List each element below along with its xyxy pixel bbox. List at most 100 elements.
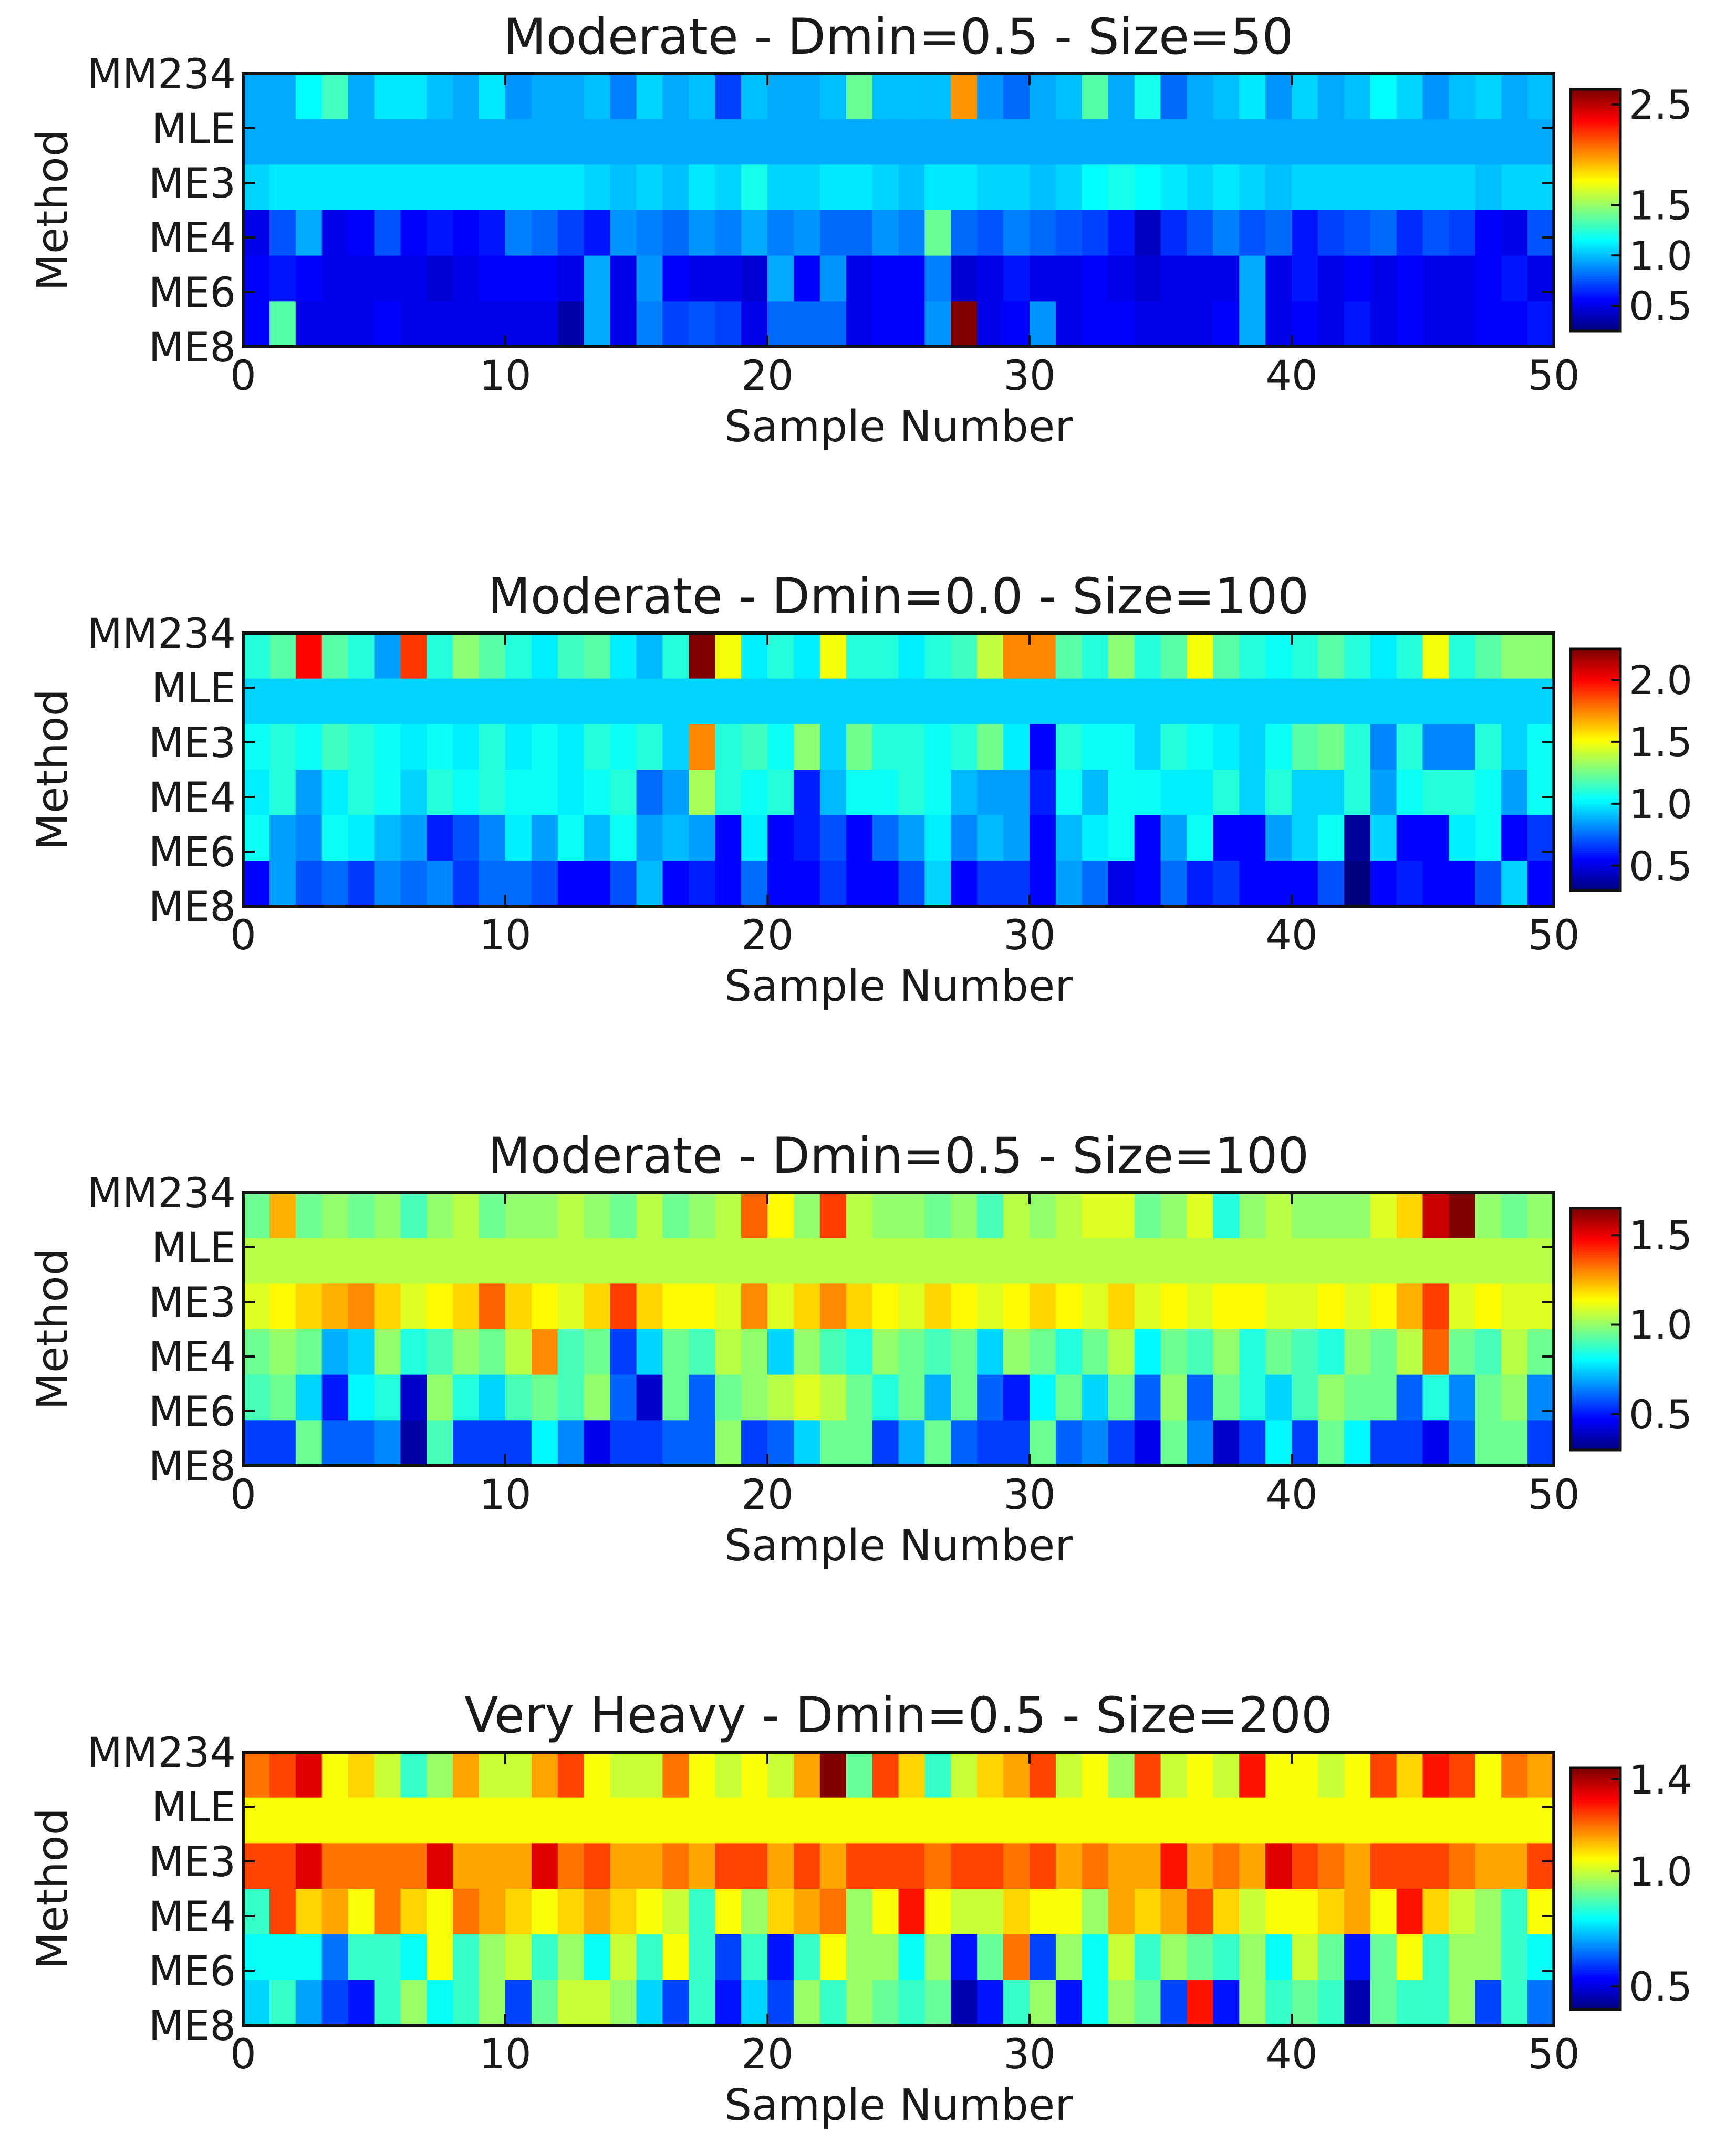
colorbar-segment <box>1571 1240 1620 1243</box>
heatmap-cell-ME8-13 <box>584 1420 611 1466</box>
heatmap-cell-ME3-33 <box>1108 1283 1135 1330</box>
heatmap-cell-MM234-22 <box>819 74 847 120</box>
heatmap-cell-ME6-30 <box>1030 1934 1056 1980</box>
heatmap-cell-MM234-47 <box>1475 633 1502 679</box>
heatmap-cell-MM234-15 <box>636 74 663 120</box>
colorbar-segment <box>1571 1279 1620 1281</box>
heatmap-cell-MM234-29 <box>1003 1193 1030 1239</box>
colorbar-segment <box>1571 192 1620 195</box>
heatmap-cell-MLE-48 <box>1501 678 1528 724</box>
heatmap-cell-ME3-46 <box>1449 724 1475 770</box>
colorbar-segment <box>1571 1282 1620 1286</box>
heatmap-cell-MM234-7 <box>427 633 453 679</box>
heatmap-cell-MLE-36 <box>1187 119 1213 165</box>
heatmap-cell-ME4-45 <box>1422 1329 1449 1375</box>
heatmap-cell-ME8-32 <box>1082 861 1109 907</box>
heatmap-cell-MLE-0 <box>243 1238 270 1284</box>
colorbar-segment <box>1571 93 1620 96</box>
colorbar-segment <box>1571 848 1620 851</box>
heatmap-cell-MLE-14 <box>610 1238 637 1284</box>
colorbar-segment <box>1571 1262 1620 1266</box>
colorbar-segment <box>1571 1397 1620 1400</box>
heatmap-cell-MM234-1 <box>269 633 296 679</box>
heatmap-cell-ME8-42 <box>1344 1980 1371 2026</box>
y-tick-label: MLE <box>152 106 236 153</box>
heatmap-cell-ME3-15 <box>636 1843 663 1889</box>
colorbar-segment <box>1571 1999 1620 2002</box>
heatmap-cell-ME3-2 <box>295 724 323 770</box>
colorbar-frame <box>1569 1207 1622 1452</box>
heatmap-cell-ME4-22 <box>819 1889 847 1935</box>
colorbar-segment <box>1571 1902 1620 1906</box>
heatmap-cell-ME3-3 <box>321 164 349 211</box>
heatmap-cell-MM234-21 <box>793 74 820 120</box>
heatmap-cell-ME8-38 <box>1239 861 1266 907</box>
heatmap-cell-ME6-48 <box>1501 815 1528 861</box>
heatmap-cell-MLE-18 <box>715 678 742 724</box>
colorbar-segment <box>1571 854 1620 857</box>
heatmap-cell-MLE-6 <box>400 1797 427 1844</box>
heatmap-cell-ME4-16 <box>662 1889 689 1935</box>
heatmap-cell-ME4-32 <box>1082 1329 1109 1375</box>
heatmap-cell-MM234-30 <box>1030 1752 1056 1798</box>
colorbar-segment <box>1571 1868 1620 1871</box>
heatmap-cell-ME4-49 <box>1527 1889 1554 1935</box>
heatmap-cell-ME4-48 <box>1501 770 1528 816</box>
heatmap-cell-MLE-30 <box>1030 119 1056 165</box>
heatmap-cell-ME4-24 <box>872 1329 899 1375</box>
heatmap-cell-ME4-21 <box>793 1889 820 1935</box>
heatmap-cell-MM234-24 <box>872 1752 899 1798</box>
colorbar-segment <box>1571 1220 1620 1223</box>
colorbar-segment <box>1571 1339 1620 1342</box>
colorbar-segment <box>1571 234 1620 237</box>
heatmap-cell-ME3-48 <box>1501 1843 1528 1889</box>
heatmap-cell-ME3-15 <box>636 724 663 770</box>
colorbar-tick-label: 1.5 <box>1629 182 1692 229</box>
heatmap-cell-ME4-10 <box>505 770 532 816</box>
heatmap-cell-ME3-20 <box>767 1843 794 1889</box>
heatmap-cell-ME6-32 <box>1082 1934 1109 1980</box>
colorbar-segment <box>1571 283 1620 285</box>
heatmap-cell-ME4-30 <box>1030 210 1056 256</box>
colorbar-segment <box>1571 272 1620 275</box>
colorbar-segment <box>1571 1228 1620 1231</box>
heatmap-cell-MLE-34 <box>1134 1797 1161 1844</box>
y-tick-label: ME3 <box>149 720 236 767</box>
heatmap-cell-ME6-41 <box>1317 255 1345 302</box>
colorbar-segment <box>1571 1788 1620 1790</box>
heatmap-cell-MM234-39 <box>1265 74 1292 120</box>
heatmap-cell-MM234-47 <box>1475 1752 1502 1798</box>
heatmap-cell-MLE-40 <box>1292 678 1318 724</box>
colorbar-segment <box>1571 258 1620 261</box>
heatmap-cell-ME4-35 <box>1160 1329 1187 1375</box>
heatmap-cell-ME4-20 <box>767 1329 794 1375</box>
heatmap-cell-MLE-37 <box>1213 678 1240 724</box>
heatmap-cell-ME8-42 <box>1344 301 1371 347</box>
colorbar-segment <box>1571 1436 1620 1438</box>
heatmap-cell-ME3-11 <box>531 1843 558 1889</box>
colorbar-segment <box>1571 1361 1620 1364</box>
plot-frame <box>242 631 1555 908</box>
heatmap-cell-ME3-36 <box>1187 1283 1213 1330</box>
y-tick-label: ME3 <box>149 160 236 208</box>
heatmap-cell-ME4-29 <box>1003 210 1030 256</box>
heatmap-cell-MM234-11 <box>531 1752 558 1798</box>
colorbar-segment <box>1571 1800 1620 1803</box>
heatmap-cell-MLE-34 <box>1134 119 1161 165</box>
heatmap-cell-ME3-10 <box>505 1283 532 1330</box>
heatmap-cell-ME3-21 <box>793 164 820 211</box>
heatmap-cell-ME4-24 <box>872 770 899 816</box>
colorbar-segment <box>1571 699 1620 702</box>
colorbar-segment <box>1571 327 1620 329</box>
colorbar-segment <box>1571 1295 1620 1298</box>
heatmap-cell-MLE-40 <box>1292 1238 1318 1284</box>
heatmap-cell-MLE-18 <box>715 1238 742 1284</box>
heatmap-cell-ME6-16 <box>662 255 689 302</box>
colorbar-segment <box>1571 719 1620 722</box>
colorbar-segment <box>1571 162 1620 164</box>
heatmap-cell-MLE-8 <box>453 1797 480 1844</box>
heatmap-cell-ME3-15 <box>636 1283 663 1330</box>
colorbar-segment <box>1571 307 1620 309</box>
heatmap-cell-ME8-22 <box>819 861 847 907</box>
heatmap-cell-ME6-37 <box>1213 1934 1240 1980</box>
